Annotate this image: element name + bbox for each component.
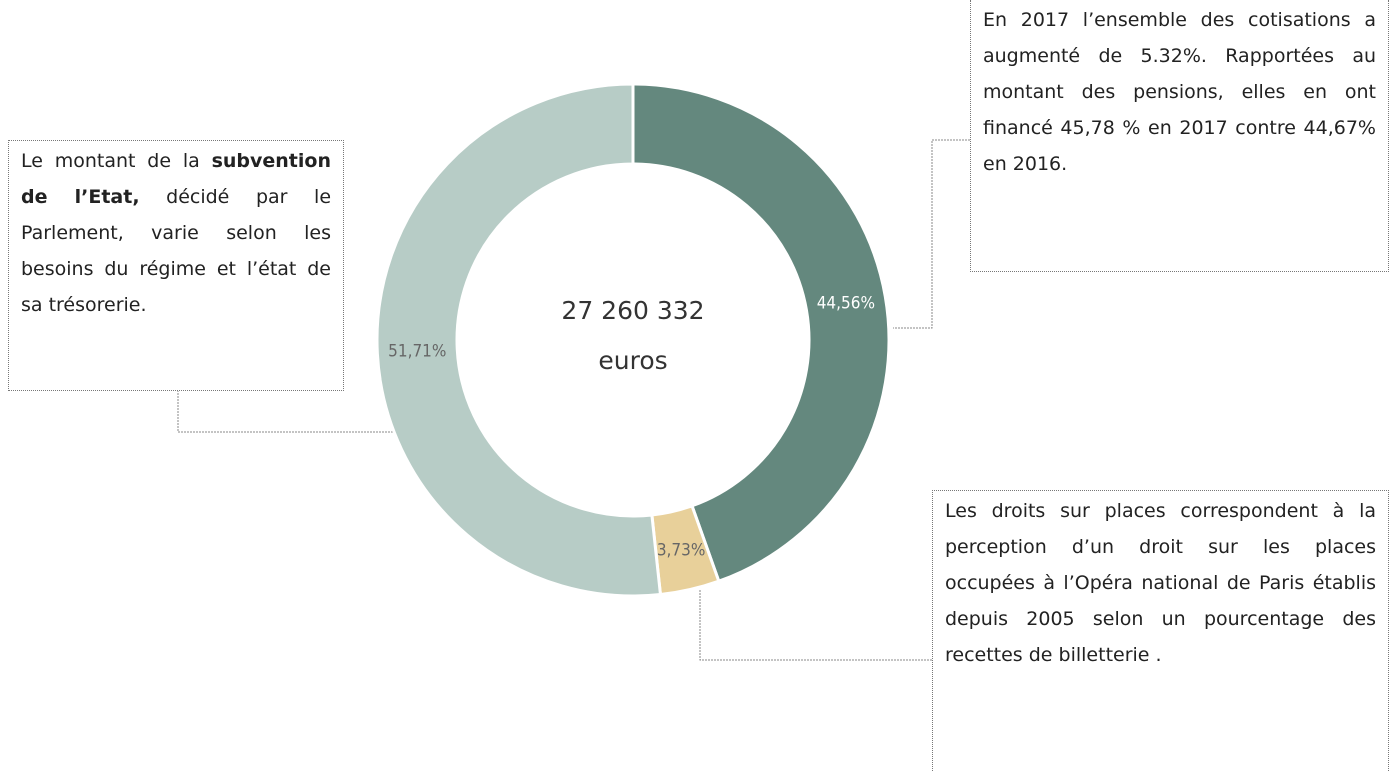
- center-label: euros: [598, 346, 667, 375]
- leader-lines: [177, 139, 970, 661]
- annotation-text: Le montant de la: [21, 150, 212, 172]
- value-label: 44,56%: [817, 293, 875, 313]
- leader-line: [893, 139, 970, 329]
- annotation-text: En 2017 l’ensemble des cotisations a aug…: [983, 9, 1376, 175]
- slice: [631, 82, 891, 584]
- annotation-text: Les droits sur places correspondent à la…: [945, 500, 1376, 666]
- slice: [375, 82, 663, 598]
- value-label: 3,73%: [657, 541, 706, 561]
- value-label: 51,71%: [388, 342, 446, 362]
- leader-line: [699, 590, 932, 661]
- annotation-box: En 2017 l’ensemble des cotisations a aug…: [970, 0, 1389, 272]
- annotation-text: subvention de l’Etat,: [21, 150, 331, 208]
- annotation-box: Le montant de la subvention de l’Etat, d…: [8, 140, 344, 391]
- leader-line: [177, 390, 393, 433]
- annotation-text: décidé par le Parlement, varie selon les…: [21, 186, 332, 316]
- center-label: 27 260 332: [561, 296, 704, 325]
- annotation-box: Les droits sur places correspondent à la…: [932, 490, 1389, 771]
